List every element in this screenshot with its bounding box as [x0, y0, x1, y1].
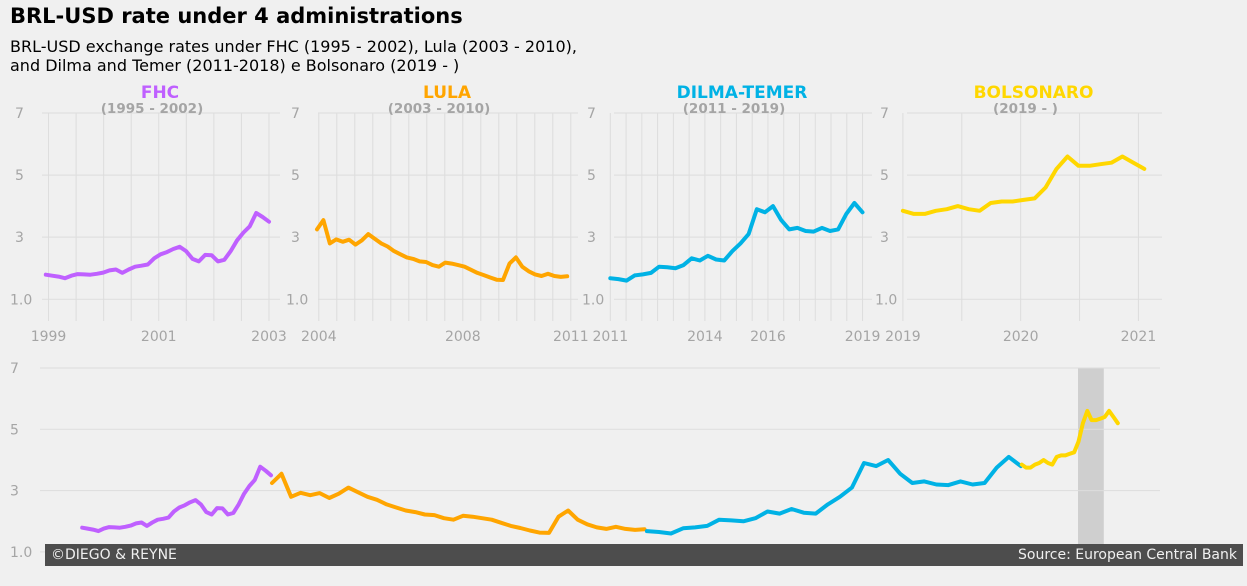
- y-tick-label: 5: [10, 422, 19, 438]
- y-tick-label: 5: [880, 168, 889, 184]
- chart-subtitle: BRL-USD exchange rates under FHC (1995 -…: [10, 37, 577, 75]
- y-tick-label: 3: [880, 230, 889, 246]
- y-tick-label: 1.0: [582, 292, 604, 308]
- combined-line-bolsonaro: [1019, 408, 1120, 470]
- y-tick-label: 1.0: [10, 545, 32, 561]
- x-tick-label: 2001: [141, 329, 177, 345]
- x-tick-label: 2004: [301, 329, 337, 345]
- y-tick-label: 3: [291, 230, 300, 246]
- highlight-band: [1077, 368, 1104, 555]
- y-tick-label: 7: [587, 106, 596, 122]
- x-tick-label: 2011: [592, 329, 628, 345]
- y-tick-label: 7: [15, 106, 24, 122]
- x-tick-label: 1999: [31, 329, 67, 345]
- panel-label: FHC: [141, 83, 179, 103]
- panel-period: (2019 - ): [993, 101, 1058, 117]
- y-tick-label: 1.0: [875, 292, 897, 308]
- footer-credit: ©DIEGO & REYNE: [51, 547, 177, 563]
- y-tick-label: 1.0: [286, 292, 308, 308]
- combined-line-dilma-temer: [644, 454, 1023, 536]
- series-line-lula: [315, 218, 570, 282]
- combined-line-lula: [270, 471, 647, 535]
- panel-label: LULA: [423, 83, 472, 103]
- y-tick-label: 3: [15, 230, 24, 246]
- footer-bar: ©DIEGO & REYNE Source: European Central …: [45, 544, 1243, 566]
- y-tick-label: 3: [10, 484, 19, 500]
- x-tick-label: 2021: [1121, 329, 1157, 345]
- y-tick-label: 3: [587, 230, 596, 246]
- x-tick-label: 2019: [885, 329, 921, 345]
- series-line-fhc: [43, 211, 271, 281]
- x-tick-label: 2003: [251, 329, 287, 345]
- x-tick-label: 2011: [553, 329, 589, 345]
- chart-title: BRL-USD rate under 4 administrations: [10, 4, 463, 28]
- y-tick-label: 1.0: [10, 292, 32, 308]
- x-tick-label: 2008: [445, 329, 481, 345]
- footer-source: Source: European Central Bank: [1018, 547, 1237, 563]
- y-tick-label: 5: [587, 168, 596, 184]
- subtitle-line-2: and Dilma and Temer (2011-2018) e Bolson…: [10, 56, 460, 75]
- x-tick-label: 2019: [845, 329, 881, 345]
- x-tick-label: 2016: [750, 329, 786, 345]
- subtitle-line-1: BRL-USD exchange rates under FHC (1995 -…: [10, 37, 577, 56]
- y-tick-label: 5: [15, 168, 24, 184]
- panel-period: (1995 - 2002): [101, 101, 204, 117]
- y-tick-label: 7: [10, 361, 19, 377]
- y-tick-label: 7: [880, 106, 889, 122]
- panel-label: DILMA-TEMER: [677, 83, 808, 103]
- y-tick-label: 7: [291, 106, 300, 122]
- panel-label: BOLSONARO: [974, 83, 1094, 103]
- x-tick-label: 2020: [1003, 329, 1039, 345]
- combined-line-fhc: [80, 464, 273, 534]
- x-tick-label: 2014: [687, 329, 723, 345]
- series-line-bolsonaro: [900, 154, 1147, 216]
- panel-period: (2011 - 2019): [683, 101, 786, 117]
- y-tick-label: 5: [291, 168, 300, 184]
- series-line-dilma-temer: [608, 201, 865, 283]
- panel-period: (2003 - 2010): [388, 101, 491, 117]
